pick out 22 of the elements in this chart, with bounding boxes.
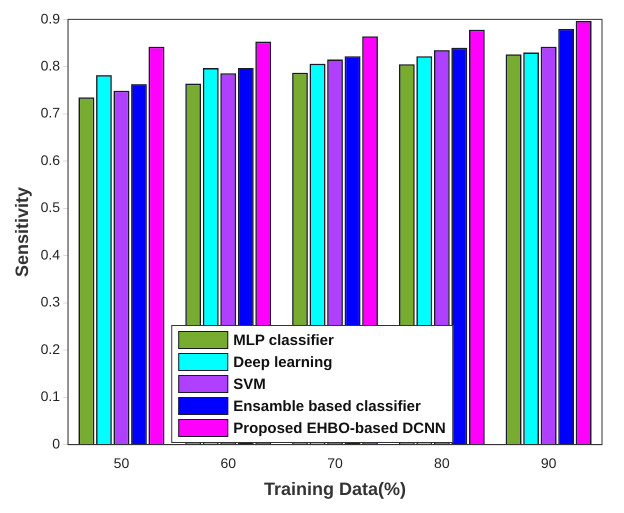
legend-label: Ensamble based classifier [233,398,421,414]
y-tick-label: 0.5 [40,199,60,216]
x-tick-label: 60 [220,454,236,471]
legend-label: Deep learning [233,354,332,370]
y-tick-label: 0.4 [40,246,60,262]
y-tick-label: 0 [52,435,60,452]
y-tick-label: 0.6 [40,152,60,168]
legend-label: MLP classifier [233,332,334,348]
legend-label: SVM [233,376,266,392]
y-tick-label: 0.1 [40,388,60,404]
y-tick-label: 0.2 [40,340,60,357]
x-axis-title: Training Data(%) [264,479,406,500]
x-tick-label: 80 [434,454,450,471]
x-tick-label: 50 [114,454,130,471]
legend-label: Proposed EHBO-based DCNN [233,420,446,436]
y-tick-label: 0.3 [40,294,60,310]
y-tick-label: 0.8 [40,58,60,74]
x-tick-label: 90 [540,454,557,471]
y-tick-label: 0.7 [40,104,60,121]
y-axis-title: Sensitivity [12,186,32,278]
y-tick-label: 0.9 [40,10,60,26]
x-tick-label: 70 [327,454,344,471]
